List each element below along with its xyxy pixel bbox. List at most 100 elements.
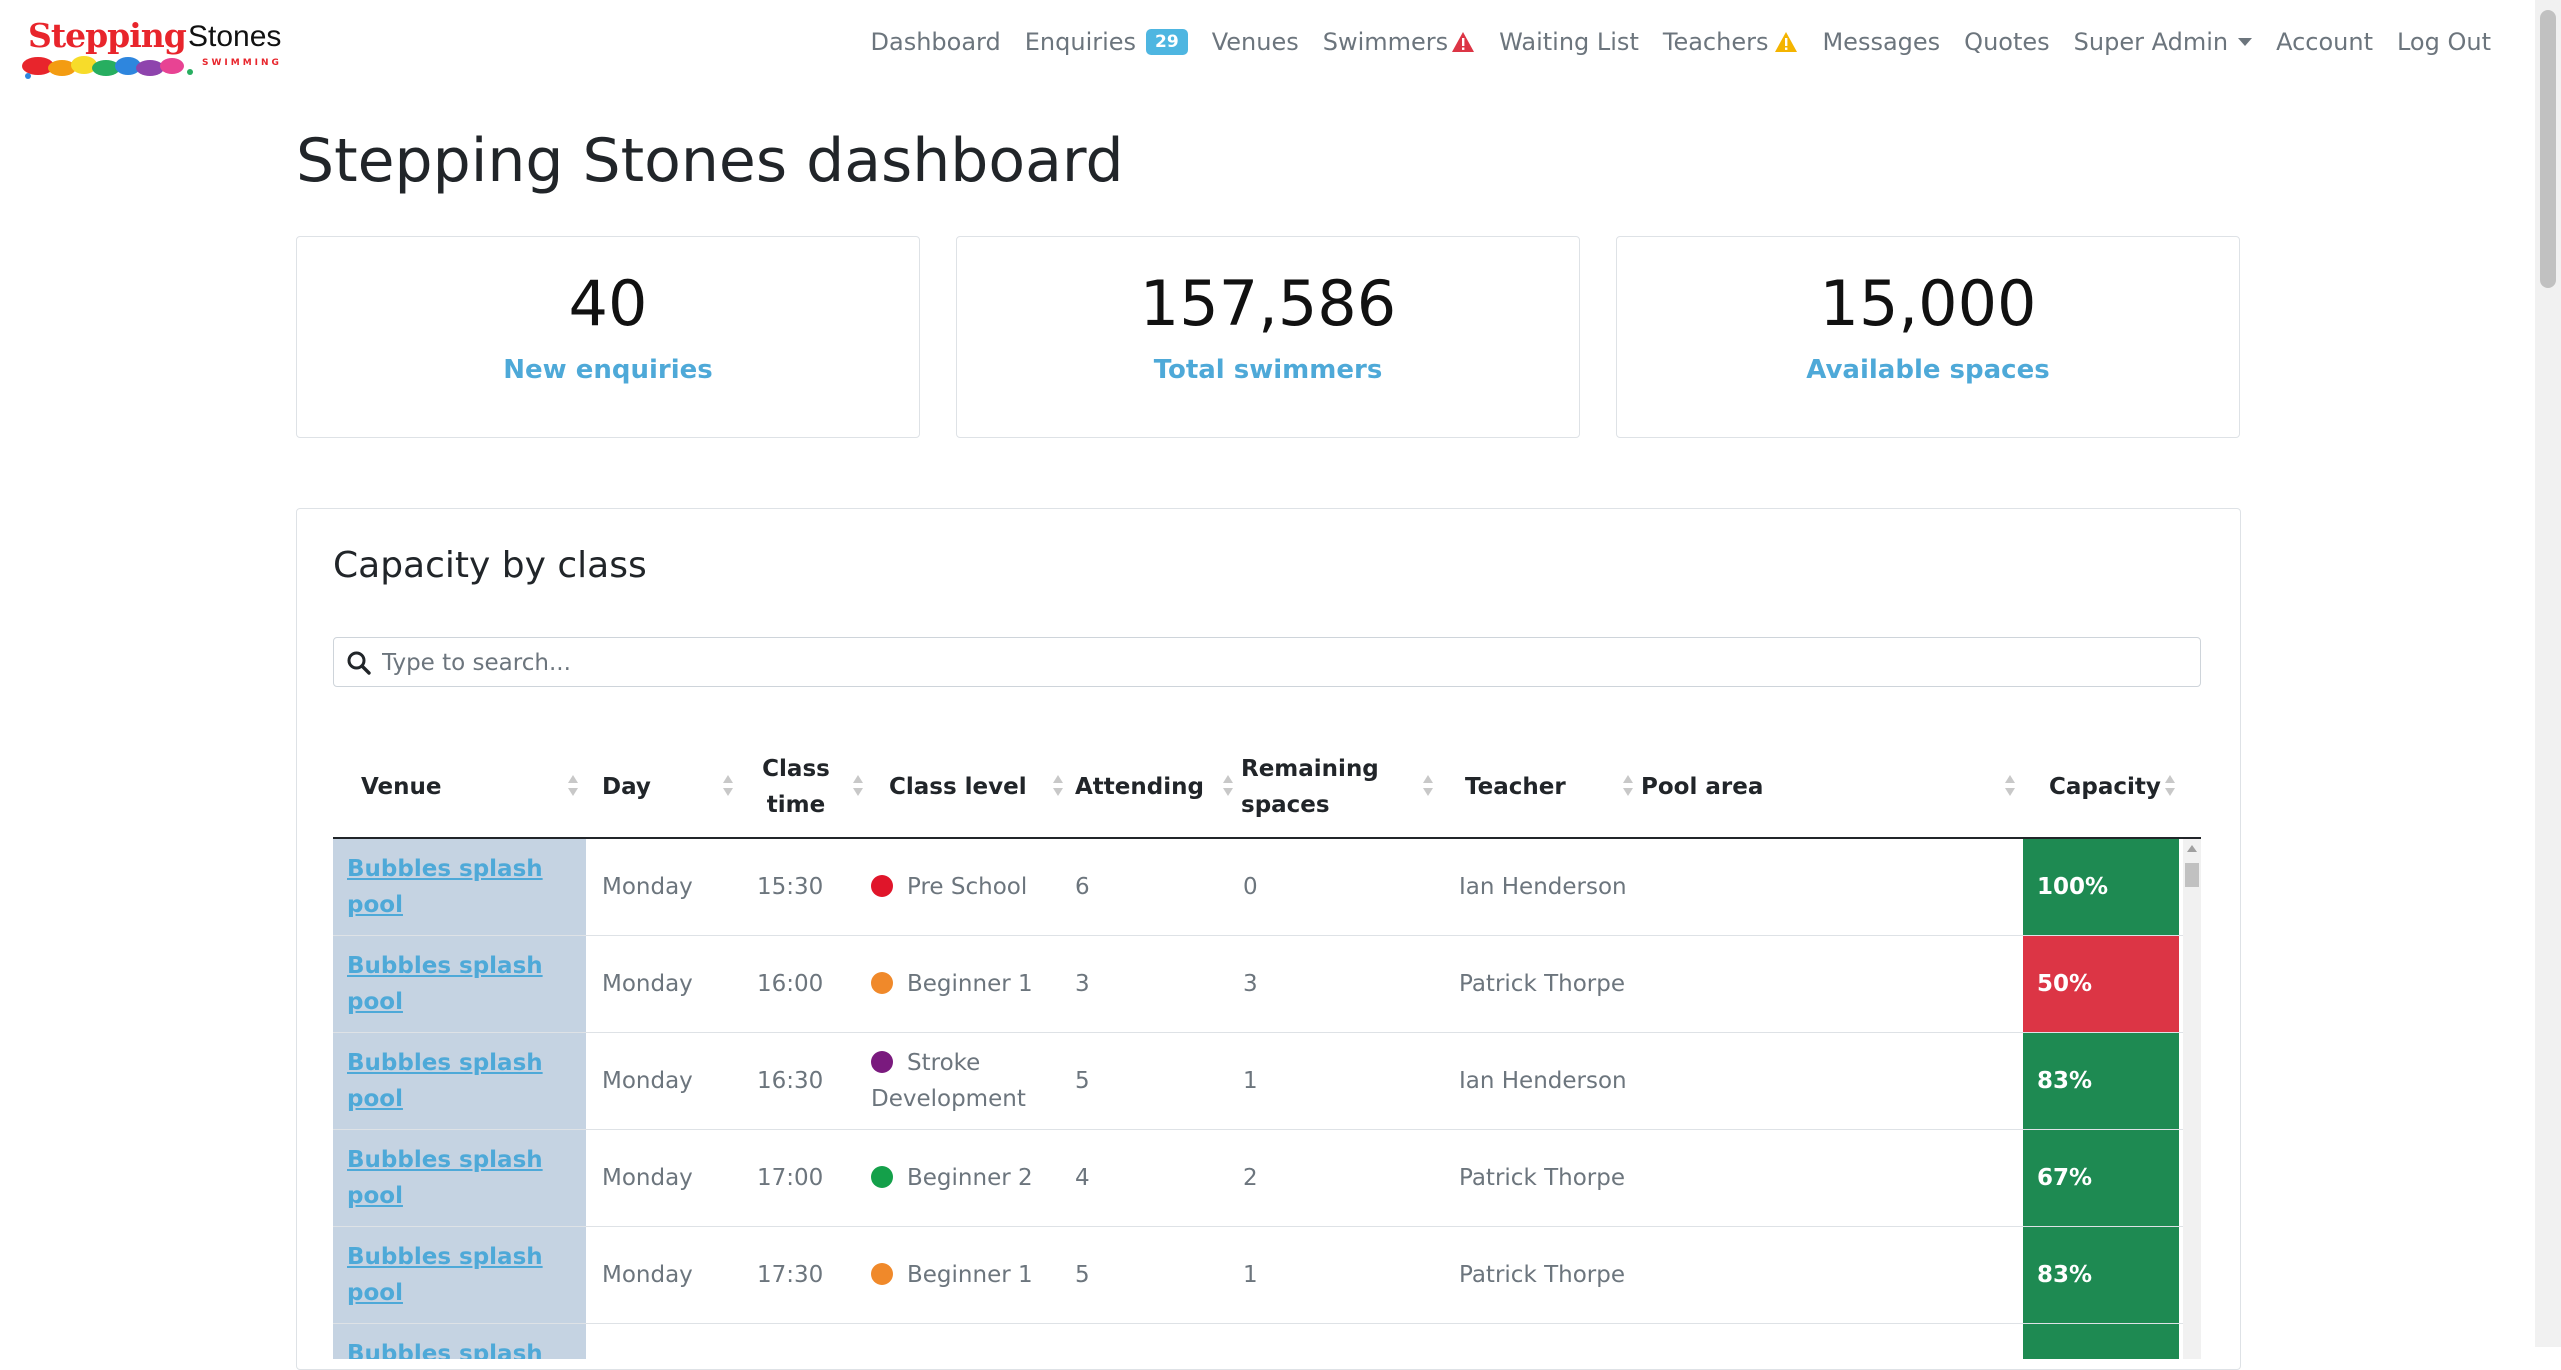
page-title: Stepping Stones dashboard (296, 126, 1124, 196)
table-row: Bubbles splash pool Monday 17:30 Beginner 1… (333, 1227, 2183, 1324)
scroll-up-arrow-icon[interactable] (2187, 845, 2197, 852)
attending-value: 3 (1075, 971, 1090, 997)
venue-link[interactable]: Bubbles splash pool (347, 1050, 543, 1112)
brand-name-part1: Stepping (28, 16, 187, 55)
capacity-cell: 100% (2023, 839, 2179, 935)
column-header-venue[interactable]: Venue (333, 737, 586, 837)
column-header-attending[interactable]: Attending (1071, 737, 1241, 837)
column-header-label: Remaining spaces (1241, 756, 1379, 818)
day-value: Monday (602, 971, 693, 997)
column-header-teacher[interactable]: Teacher (1441, 737, 1641, 837)
nav-waiting-list[interactable]: Waiting List (1499, 28, 1639, 56)
venue-link[interactable]: Bubbles splash pool (347, 1147, 543, 1209)
level-cell: Beginner 2 (871, 1130, 1071, 1226)
page-scrollbar-thumb[interactable] (2540, 10, 2556, 288)
day-cell: Monday (586, 936, 741, 1032)
teacher-value: Patrick Thorpe (1459, 1262, 1625, 1288)
venue-link[interactable]: Bubbles splash pool (347, 1244, 543, 1306)
column-header-capacity[interactable]: Capacity (2023, 737, 2183, 837)
teacher-cell (1441, 1324, 1641, 1359)
nav-messages[interactable]: Messages (1822, 28, 1941, 56)
venue-cell: Bubbles splash pool (333, 1033, 586, 1129)
teacher-cell: Ian Henderson (1441, 1033, 1641, 1129)
brand-name-part2: Stones (188, 20, 282, 53)
time-cell: 16:00 (741, 936, 871, 1032)
nav-enquiries[interactable]: Enquiries 29 (1025, 28, 1188, 56)
capacity-cell: 50% (2023, 936, 2179, 1032)
level-color-dot-icon (871, 875, 893, 897)
column-header-label: Teacher (1465, 774, 1566, 800)
remaining-value: 2 (1243, 1165, 1258, 1191)
nav-enquiries-label: Enquiries (1024, 28, 1137, 56)
class-level: Pre School (871, 869, 1027, 905)
venue-link[interactable]: Bubbles splash pool (347, 1341, 543, 1359)
attending-cell: 5 (1071, 1033, 1241, 1129)
column-header-pool-area[interactable]: Pool area (1641, 737, 2023, 837)
nav-venues[interactable]: Venues (1211, 28, 1299, 56)
logo-splash-graphic (22, 56, 193, 79)
brand-logo[interactable]: Stepping Stones SWIMMING (20, 16, 281, 79)
nav-super-admin[interactable]: Super Admin (2074, 28, 2253, 56)
nav-account[interactable]: Account (2276, 28, 2373, 56)
remaining-value: 1 (1243, 1262, 1258, 1288)
class-level-label: Pre School (907, 874, 1028, 900)
search-box[interactable] (333, 637, 2201, 687)
class-level-label: Beginner 1 (907, 1262, 1033, 1288)
class-level: Beginner 2 (871, 1160, 1033, 1196)
venue-link[interactable]: Bubbles splash pool (347, 856, 543, 918)
level-color-dot-icon (871, 1263, 893, 1285)
venue-link[interactable]: Bubbles splash pool (347, 953, 543, 1015)
day-value: Monday (602, 1068, 693, 1094)
column-header-label: Venue (361, 774, 442, 800)
table-row: Bubbles splash pool Monday 16:00 Beginner 1… (333, 936, 2183, 1033)
pool-area-cell (1641, 936, 2023, 1032)
venue-cell: Bubbles splash pool (333, 1324, 586, 1359)
table-row: Bubbles splash pool Monday 16:30 Stroke Dev… (333, 1033, 2183, 1130)
capacity-cell (2023, 1324, 2179, 1359)
brand-tagline: SWIMMING (202, 58, 282, 68)
venue-cell: Bubbles splash pool (333, 1227, 586, 1323)
day-value: Monday (602, 1165, 693, 1191)
column-header-class-level[interactable]: Class level (871, 737, 1071, 837)
remaining-cell (1241, 1324, 1441, 1359)
search-input[interactable] (380, 644, 2184, 682)
class-level-label: Beginner 1 (907, 971, 1033, 997)
capacity-cell: 83% (2023, 1227, 2179, 1323)
time-cell: 17:00 (741, 1130, 871, 1226)
capacity-value: 67% (2037, 1165, 2093, 1191)
level-cell: Stroke Development (871, 1033, 1071, 1129)
page-scrollbar[interactable] (2535, 0, 2561, 1347)
table-scrollbar-thumb[interactable] (2185, 863, 2199, 887)
column-header-label: Class time (762, 756, 830, 818)
remaining-cell: 3 (1241, 936, 1441, 1032)
column-header-label: Pool area (1641, 774, 1764, 800)
stat-card-total-swimmers: 157,586 Total swimmers (956, 236, 1580, 438)
nav-teachers[interactable]: Teachers (1663, 28, 1799, 56)
column-header-remaining-spaces[interactable]: Remaining spaces (1241, 737, 1441, 837)
stat-label[interactable]: Available spaces (1806, 355, 2050, 385)
nav-quotes[interactable]: Quotes (1964, 28, 2050, 56)
teacher-value: Ian Henderson (1459, 874, 1627, 900)
nav-dashboard[interactable]: Dashboard (870, 28, 1001, 56)
table-scrollbar[interactable] (2183, 839, 2201, 1359)
nav-log-out[interactable]: Log Out (2396, 28, 2491, 56)
attending-cell: 3 (1071, 936, 1241, 1032)
table-row: Bubbles splash pool Monday 15:30 Pre School… (333, 839, 2183, 936)
stat-value: 15,000 (1819, 267, 2037, 340)
attending-cell: 4 (1071, 1130, 1241, 1226)
table-body: Bubbles splash pool Bubbles splash pool Mo… (333, 839, 2201, 1359)
stat-label[interactable]: Total swimmers (1153, 355, 1383, 385)
remaining-value: 1 (1243, 1068, 1258, 1094)
column-header-day[interactable]: Day (586, 737, 741, 837)
pool-area-cell (1641, 1130, 2023, 1226)
column-header-label: Day (602, 774, 651, 800)
teacher-cell: Ian Henderson (1441, 839, 1641, 935)
venue-cell: Bubbles splash pool (333, 1130, 586, 1226)
stat-label[interactable]: New enquiries (503, 355, 713, 385)
nav-swimmers[interactable]: Swimmers (1323, 28, 1475, 56)
day-cell: Monday (586, 1033, 741, 1129)
column-header-class-time[interactable]: Class time (741, 737, 871, 837)
venue-cell: Bubbles splash pool (333, 936, 586, 1032)
sort-icon (1053, 775, 1063, 799)
pool-area-cell (1641, 1324, 2023, 1359)
